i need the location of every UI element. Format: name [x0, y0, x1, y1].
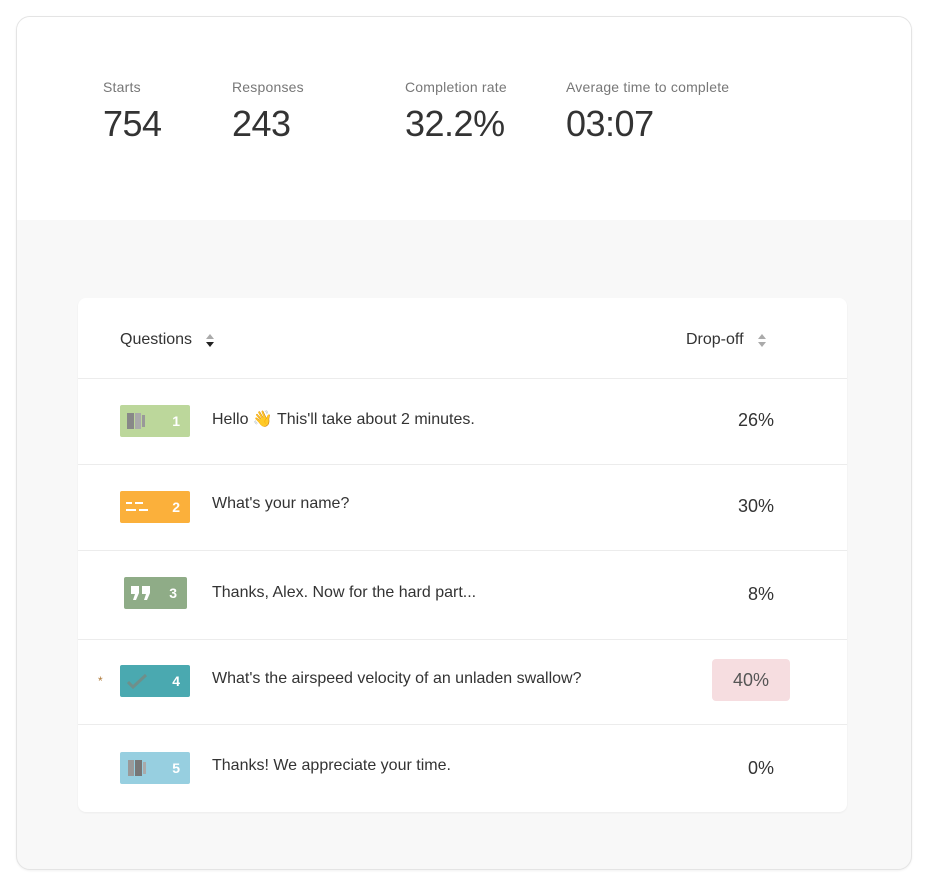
question-text: Hello 👋 This'll take about 2 minutes. — [212, 411, 475, 428]
question-text: What's your name? — [212, 495, 350, 512]
question-number: 3 — [169, 585, 177, 601]
column-header-label: Questions — [120, 331, 193, 348]
table-row[interactable]: 1 Hello 👋 This'll take about 2 minutes. 26… — [78, 378, 847, 465]
question-badge: 3 — [124, 577, 187, 609]
summary-stats: Starts 754 Responses 243 Completion rate… — [17, 17, 911, 220]
sort-icon[interactable] — [206, 333, 215, 347]
dropoff-value: 30% — [737, 496, 774, 516]
stat-value: 243 — [232, 103, 291, 144]
dropoff-value: 40% — [712, 659, 790, 701]
stat-completion-rate: Completion rate 32.2% — [405, 79, 507, 145]
table-row[interactable]: 3 Thanks, Alex. Now for the hard part... 8… — [78, 550, 847, 640]
stat-value: 32.2% — [405, 103, 505, 144]
stat-label: Responses — [232, 79, 304, 95]
required-marker: * — [98, 674, 103, 688]
stat-label: Average time to complete — [566, 79, 730, 95]
question-badge: 1 — [120, 405, 190, 437]
checkmark-icon — [126, 673, 148, 689]
welcome-screen-icon — [126, 411, 148, 431]
dropoff-value: 8% — [747, 584, 774, 604]
table-header: Questions Drop-off — [78, 298, 847, 379]
stat-label: Starts — [103, 79, 141, 95]
column-header-questions[interactable]: Questions — [120, 331, 215, 349]
stat-starts: Starts 754 — [103, 79, 162, 145]
stat-average-time: Average time to complete 03:07 — [566, 79, 729, 145]
stat-label: Completion rate — [405, 79, 507, 95]
column-header-dropoff[interactable]: Drop-off — [686, 331, 766, 349]
dropoff-value: 0% — [747, 758, 774, 778]
question-number: 4 — [172, 673, 180, 689]
short-text-icon — [126, 501, 148, 513]
stat-value: 03:07 — [566, 103, 654, 144]
question-number: 1 — [172, 413, 180, 429]
table-row[interactable]: 2 What's your name? 30% — [78, 464, 847, 551]
question-badge: 4 — [120, 665, 190, 697]
question-text: Thanks! We appreciate your time. — [212, 757, 451, 774]
dropoff-value: 26% — [737, 410, 774, 430]
question-number: 2 — [172, 499, 180, 515]
questions-table: Questions Drop-off 1 Hello 👋 This'll take… — [78, 298, 847, 812]
thank-you-screen-icon — [126, 758, 148, 778]
question-text: Thanks, Alex. Now for the hard part... — [212, 584, 477, 601]
sort-icon[interactable] — [757, 333, 766, 347]
stat-responses: Responses 243 — [232, 79, 304, 145]
column-header-label: Drop-off — [686, 331, 744, 348]
quote-icon — [130, 585, 152, 601]
question-text: What's the airspeed velocity of an unlad… — [212, 670, 582, 687]
question-number: 5 — [172, 760, 180, 776]
report-card: Starts 754 Responses 243 Completion rate… — [16, 16, 912, 870]
question-badge: 2 — [120, 491, 190, 523]
table-row[interactable]: * 4 What's the airspeed velocity of an unl… — [78, 639, 847, 725]
stat-value: 754 — [103, 103, 162, 144]
table-row[interactable]: 5 Thanks! We appreciate your time. 0% — [78, 724, 847, 812]
question-badge: 5 — [120, 752, 190, 784]
